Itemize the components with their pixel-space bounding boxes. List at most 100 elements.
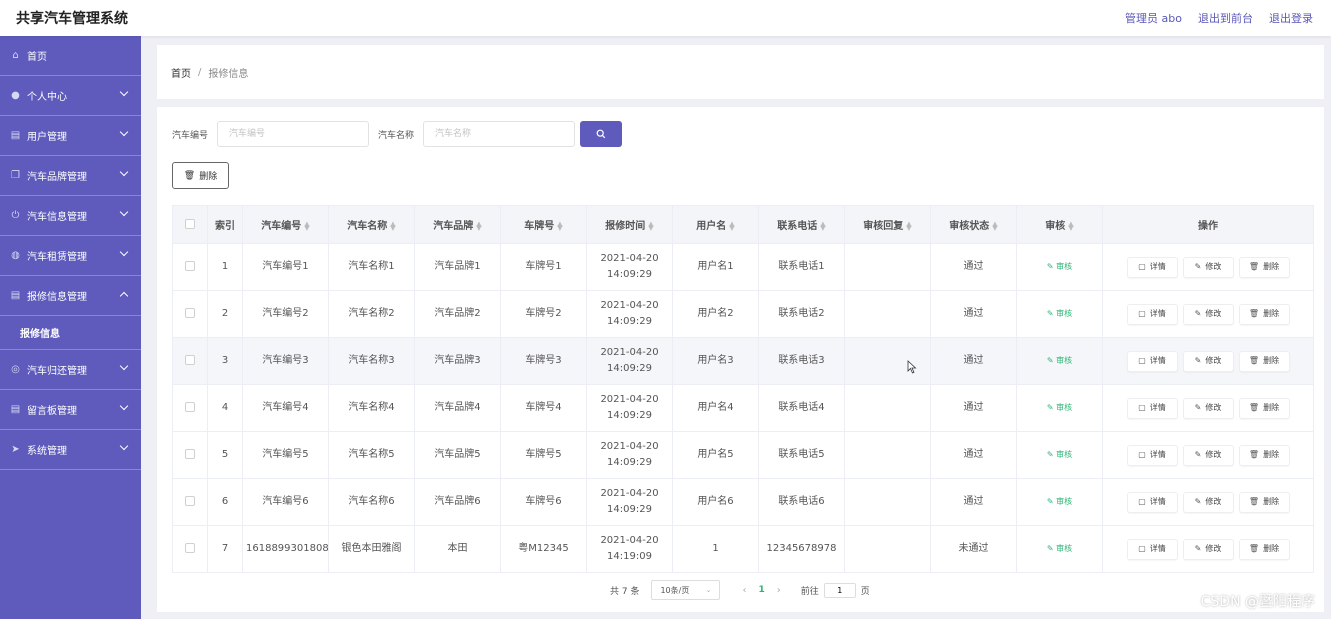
cell-plate: 车牌号3 xyxy=(500,337,587,385)
audit-link[interactable]: ✎ 审核 xyxy=(1047,262,1072,271)
sidebar-subitem[interactable]: 报修信息 xyxy=(0,316,141,350)
detail-button[interactable]: ▢ 详情 xyxy=(1126,397,1178,419)
column-header[interactable]: 审核回复 ▲ ▼ xyxy=(844,205,931,244)
sidebar-item-5[interactable]: ◍ 汽车租赁管理 xyxy=(0,236,141,276)
column-header[interactable]: 联系电话 ▲ ▼ xyxy=(758,205,845,244)
edit-button[interactable]: ✎ 修改 xyxy=(1182,491,1234,513)
delete-button[interactable]: 🗑 删除 xyxy=(1238,350,1290,372)
sidebar-item-3[interactable]: ❐ 汽车品牌管理 xyxy=(0,156,141,196)
page-size-select[interactable]: 10条/页 ⌄ xyxy=(651,580,721,600)
select-all-checkbox[interactable] xyxy=(185,219,195,229)
column-header[interactable]: 报修时间 ▲ ▼ xyxy=(586,205,673,244)
cell-idx: 3 xyxy=(207,337,243,385)
delete-button[interactable]: 🗑 删除 xyxy=(1238,303,1290,325)
trash-icon: 🗑 xyxy=(1248,403,1260,412)
search-button[interactable] xyxy=(580,121,623,147)
cell-actions: ▢ 详情 ✎ 修改 🗑 删除 xyxy=(1102,384,1314,432)
sort-icon[interactable]: ▲ ▼ xyxy=(820,220,826,232)
audit-link[interactable]: ✎ 审核 xyxy=(1047,356,1072,365)
edit-button[interactable]: ✎ 修改 xyxy=(1182,303,1234,325)
breadcrumb-home[interactable]: 首页 xyxy=(171,68,191,80)
sidebar-item-2[interactable]: ▤ 用户管理 xyxy=(0,116,141,156)
edit-icon: ✎ xyxy=(1046,309,1057,318)
column-header[interactable]: 用户名 ▲ ▼ xyxy=(672,205,759,244)
sidebar-item-9[interactable]: ➤ 系统管理 xyxy=(0,430,141,470)
row-checkbox[interactable] xyxy=(185,355,195,365)
sidebar-item-4[interactable]: ⏻ 汽车信息管理 xyxy=(0,196,141,236)
table-row[interactable]: 3 汽车编号3 汽车名称3 汽车品牌3 车牌号3 2021-04-20 14:09:29 用… xyxy=(172,337,1314,385)
sort-icon[interactable]: ▲ ▼ xyxy=(648,220,654,232)
table-row[interactable]: 6 汽车编号6 汽车名称6 汽车品牌6 车牌号6 2021-04-20 14:09:29 用… xyxy=(172,478,1314,526)
row-select-cell xyxy=(172,431,208,479)
sort-icon[interactable]: ▲ ▼ xyxy=(729,220,735,232)
sidebar-item-0[interactable]: ⌂ 首页 xyxy=(0,36,141,76)
audit-link[interactable]: ✎ 审核 xyxy=(1047,497,1072,506)
detail-button[interactable]: ▢ 详情 xyxy=(1126,491,1178,513)
delete-button[interactable]: 🗑 删除 xyxy=(1238,397,1290,419)
admin-user-link[interactable]: 管理员 abo xyxy=(1125,12,1182,25)
sidebar-item-8[interactable]: ▤ 留言板管理 xyxy=(0,390,141,430)
delete-button[interactable]: 🗑 删除 xyxy=(1238,444,1290,466)
sort-icon[interactable]: ▲ ▼ xyxy=(476,220,482,232)
row-checkbox[interactable] xyxy=(185,543,195,553)
column-header[interactable]: 审核 ▲ ▼ xyxy=(1016,205,1103,244)
column-header[interactable]: 汽车编号 ▲ ▼ xyxy=(242,205,329,244)
cell-name: 汽车名称1 xyxy=(328,243,415,291)
row-checkbox[interactable] xyxy=(185,402,195,412)
goto-page-input[interactable] xyxy=(823,582,856,598)
column-header[interactable]: 审核状态 ▲ ▼ xyxy=(930,205,1017,244)
sort-icon[interactable]: ▲ ▼ xyxy=(304,220,310,232)
next-page-icon[interactable]: › xyxy=(776,584,781,596)
audit-link[interactable]: ✎ 审核 xyxy=(1047,544,1072,553)
detail-button[interactable]: ▢ 详情 xyxy=(1126,444,1178,466)
detail-button[interactable]: ▢ 详情 xyxy=(1126,256,1178,278)
detail-button[interactable]: ▢ 详情 xyxy=(1126,538,1178,560)
car-code-input[interactable] xyxy=(217,121,370,147)
sort-icon[interactable]: ▲ ▼ xyxy=(906,220,912,232)
prev-page-icon[interactable]: ‹ xyxy=(742,584,747,596)
column-header[interactable]: 车牌号 ▲ ▼ xyxy=(500,205,587,244)
edit-icon: ✎ xyxy=(1046,450,1057,459)
edit-button[interactable]: ✎ 修改 xyxy=(1182,397,1234,419)
row-checkbox[interactable] xyxy=(185,449,195,459)
row-checkbox[interactable] xyxy=(185,261,195,271)
delete-button[interactable]: 🗑 删除 xyxy=(1238,491,1290,513)
logout-link[interactable]: 退出登录 xyxy=(1269,12,1313,25)
edit-button[interactable]: ✎ 修改 xyxy=(1182,350,1234,372)
table-header: 索引 汽车编号 ▲ ▼ 汽车名称 ▲ ▼ 汽车品牌 ▲ ▼ 车牌号 ▲ ▼ 报修时间 ▲ ▼ 用户名 ▲ ▼ 联系电话… xyxy=(172,205,1314,244)
edit-button[interactable]: ✎ 修改 xyxy=(1182,538,1234,560)
table-row[interactable]: 4 汽车编号4 汽车名称4 汽车品牌4 车牌号4 2021-04-20 14:09:29 用… xyxy=(172,384,1314,432)
batch-delete-button[interactable]: 🗑 删除 xyxy=(172,162,229,189)
sort-icon[interactable]: ▲ ▼ xyxy=(992,220,998,232)
detail-button[interactable]: ▢ 详情 xyxy=(1126,303,1178,325)
table-row[interactable]: 7 1618899301808 银色本田雅阁 本田 粤M12345 2021-04-20 … xyxy=(172,525,1314,573)
page-number[interactable]: 1 xyxy=(758,585,765,595)
sort-icon[interactable]: ▲ ▼ xyxy=(1068,220,1074,232)
delete-button[interactable]: 🗑 删除 xyxy=(1238,538,1290,560)
audit-link[interactable]: ✎ 审核 xyxy=(1047,450,1072,459)
sort-icon[interactable]: ▲ ▼ xyxy=(557,220,563,232)
table-row[interactable]: 2 汽车编号2 汽车名称2 汽车品牌2 车牌号2 2021-04-20 14:09:29 用… xyxy=(172,290,1314,338)
audit-link[interactable]: ✎ 审核 xyxy=(1047,309,1072,318)
sidebar-item-1[interactable]: ● 个人中心 xyxy=(0,76,141,116)
delete-button[interactable]: 🗑 删除 xyxy=(1238,256,1290,278)
back-to-frontend-link[interactable]: 退出到前台 xyxy=(1198,12,1253,25)
detail-button[interactable]: ▢ 详情 xyxy=(1126,350,1178,372)
sidebar-item-7[interactable]: ◎ 汽车归还管理 xyxy=(0,350,141,390)
table-row[interactable]: 5 汽车编号5 汽车名称5 汽车品牌5 车牌号5 2021-04-20 14:09:29 用… xyxy=(172,431,1314,479)
cell-actions: ▢ 详情 ✎ 修改 🗑 删除 xyxy=(1102,243,1314,291)
sidebar-item-6[interactable]: ▤ 报修信息管理 xyxy=(0,276,141,316)
audit-link[interactable]: ✎ 审核 xyxy=(1047,403,1072,412)
audit-label: 审核 xyxy=(1056,262,1073,271)
table-row[interactable]: 1 汽车编号1 汽车名称1 汽车品牌1 车牌号1 2021-04-20 14:09:29 用… xyxy=(172,243,1314,291)
row-checkbox[interactable] xyxy=(185,308,195,318)
document-icon: ▢ xyxy=(1138,262,1146,271)
car-name-input[interactable] xyxy=(423,121,576,147)
column-header[interactable]: 汽车名称 ▲ ▼ xyxy=(328,205,415,244)
sort-icon[interactable]: ▲ ▼ xyxy=(390,220,396,232)
row-checkbox[interactable] xyxy=(185,496,195,506)
edit-button[interactable]: ✎ 修改 xyxy=(1182,444,1234,466)
cell-code: 汽车编号6 xyxy=(242,478,329,526)
edit-button[interactable]: ✎ 修改 xyxy=(1182,256,1234,278)
column-header[interactable]: 汽车品牌 ▲ ▼ xyxy=(414,205,501,244)
